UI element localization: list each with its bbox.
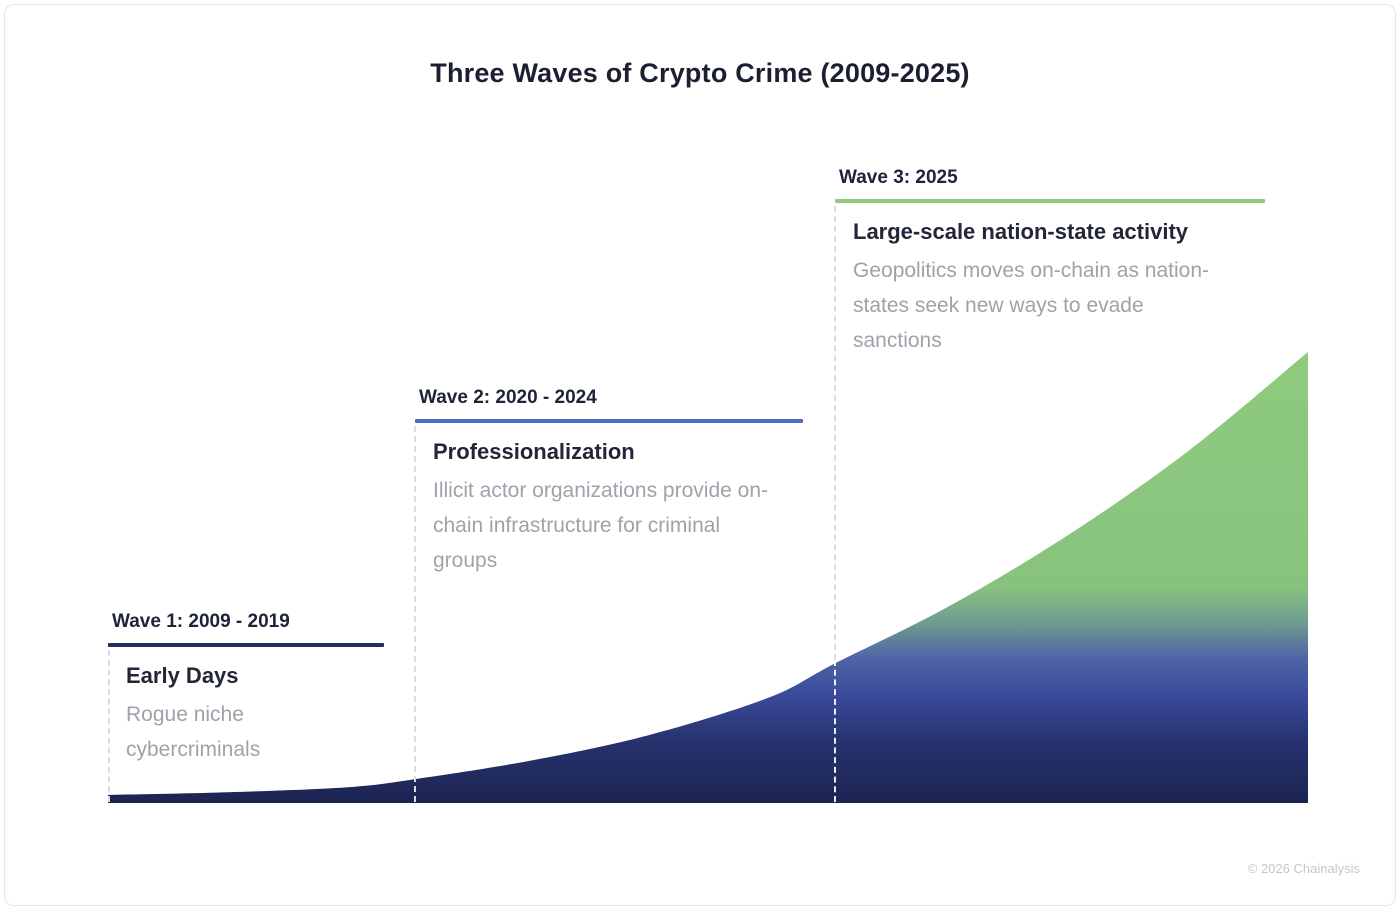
area-series-path	[108, 352, 1308, 803]
wave-1-body: Early Days Rogue niche cybercriminals	[110, 662, 384, 767]
wave-3-heading: Large-scale nation-state activity	[853, 219, 1189, 244]
wave-1-underline	[108, 643, 384, 647]
wave-1-heading: Early Days	[126, 663, 239, 688]
wave-2-underline	[415, 419, 803, 423]
copyright-notice: © 2026 Chainalysis	[1247, 861, 1360, 876]
wave-2-annotation: Wave 2: 2020 - 2024 Professionalization …	[415, 386, 803, 578]
chart-title: Three Waves of Crypto Crime (2009-2025)	[430, 58, 970, 88]
wave-3-description: Geopolitics moves on-chain as nation-sta…	[853, 259, 1210, 352]
wave-2-description: Illicit actor organizations provide on-c…	[433, 479, 768, 572]
wave-3-annotation: Wave 3: 2025 Large-scale nation-state ac…	[835, 166, 1265, 358]
wave-3-underline	[835, 199, 1265, 203]
wave-3-label: Wave 3: 2025	[839, 167, 958, 188]
wave-2-heading: Professionalization	[433, 439, 635, 464]
wave-1-description: Rogue niche cybercriminals	[126, 703, 261, 761]
wave-3-boundary-line-over-area	[834, 660, 836, 802]
wave-2-label: Wave 2: 2020 - 2024	[419, 387, 597, 408]
wave-1-boundary-line	[108, 650, 110, 802]
wave-1-label: Wave 1: 2009 - 2019	[112, 611, 290, 632]
wave-3-boundary-line	[834, 206, 836, 660]
wave-2-boundary-line	[414, 426, 416, 802]
wave-2-body: Professionalization Illicit actor organi…	[417, 438, 803, 578]
wave-1-annotation: Wave 1: 2009 - 2019 Early Days Rogue nic…	[108, 610, 384, 767]
wave-3-body: Large-scale nation-state activity Geopol…	[837, 218, 1265, 358]
